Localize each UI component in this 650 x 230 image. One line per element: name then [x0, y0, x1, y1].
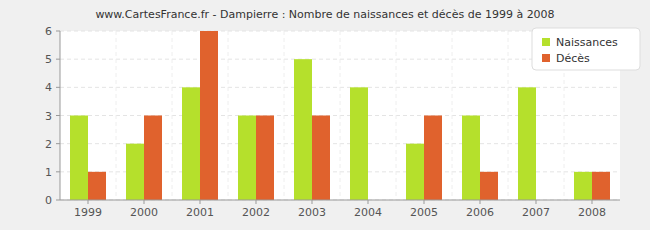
bar [238, 116, 256, 201]
bar [256, 116, 274, 201]
grid-line-v [116, 31, 117, 200]
tick-mark [56, 200, 60, 201]
x-tick-label: 2008 [578, 206, 606, 219]
x-tick-mark [256, 200, 257, 204]
x-tick-mark [480, 200, 481, 204]
bar [462, 116, 480, 201]
grid-line-v [284, 31, 285, 200]
legend-label: Décès [556, 52, 590, 65]
y-tick-label: 0 [45, 194, 52, 207]
legend-swatch [542, 54, 550, 62]
y-tick-label: 5 [45, 53, 52, 66]
bar [350, 87, 368, 200]
title: www.CartesFrance.fr - Dampierre : Nombre… [95, 8, 554, 21]
x-tick-mark [536, 200, 537, 204]
x-tick-label: 2002 [242, 206, 270, 219]
y-tick-label: 6 [45, 25, 52, 38]
x-tick-label: 2004 [354, 206, 382, 219]
x-tick-mark [88, 200, 89, 204]
bar [88, 172, 106, 200]
x-axis [60, 200, 620, 201]
grid-line-v [508, 31, 509, 200]
x-tick-label: 2006 [466, 206, 494, 219]
x-tick-mark [144, 200, 145, 204]
x-tick-label: 2003 [298, 206, 326, 219]
y-tick-label: 3 [45, 110, 52, 123]
grid-line-v [172, 31, 173, 200]
y-axis [60, 31, 61, 200]
x-tick-mark [200, 200, 201, 204]
tick-mark [56, 171, 60, 172]
bar [518, 87, 536, 200]
x-tick-mark [368, 200, 369, 204]
grid-line-v [396, 31, 397, 200]
y-tick-label: 4 [45, 81, 52, 94]
bar [312, 116, 330, 201]
legend-label: Naissances [556, 36, 618, 49]
legend-box [532, 28, 640, 70]
bar [200, 31, 218, 200]
grid-line [60, 200, 620, 201]
bar [294, 59, 312, 200]
y-tick-label: 1 [45, 166, 52, 179]
x-tick-mark [424, 200, 425, 204]
grid-line-v [452, 31, 453, 200]
grid-line-v [228, 31, 229, 200]
bar [480, 172, 498, 200]
bar [424, 116, 442, 201]
bar [144, 116, 162, 201]
bar [406, 144, 424, 200]
bars [70, 31, 610, 200]
tick-mark [56, 31, 60, 32]
bar [70, 116, 88, 201]
bar [592, 172, 610, 200]
x-tick-label: 1999 [74, 206, 102, 219]
x-tick-label: 2000 [130, 206, 158, 219]
bar [574, 172, 592, 200]
background [0, 0, 650, 230]
tick-mark [56, 59, 60, 60]
bar [126, 144, 144, 200]
tick-mark [56, 143, 60, 144]
legend-swatch [542, 38, 550, 46]
tick-mark [56, 115, 60, 116]
tick-mark [56, 87, 60, 88]
grid-line-v [340, 31, 341, 200]
x-tick-label: 2001 [186, 206, 214, 219]
y-tick-label: 2 [45, 138, 52, 151]
x-tick-mark [592, 200, 593, 204]
x-tick-mark [312, 200, 313, 204]
x-tick-label: 2005 [410, 206, 438, 219]
bar [182, 87, 200, 200]
x-tick-label: 2007 [522, 206, 550, 219]
